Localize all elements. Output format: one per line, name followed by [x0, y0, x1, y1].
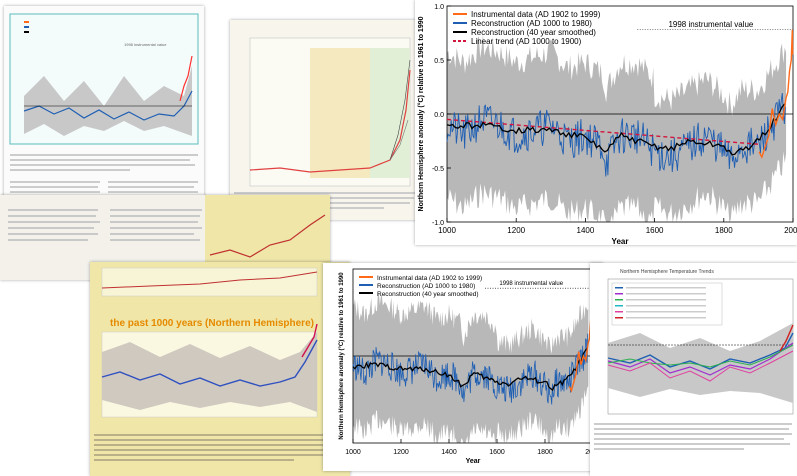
highlight-band — [370, 48, 410, 178]
thumbnail-figure-bottom-right: Northern Hemisphere Temperature Trends — [590, 263, 797, 476]
x-tick-label: 1600 — [646, 226, 664, 235]
x-tick-label: 1800 — [537, 449, 553, 456]
reconstruction-line — [101, 339, 318, 387]
x-tick-label: 2000 — [784, 226, 797, 235]
legend-swatch — [24, 21, 29, 23]
y-tick-label: -0.5 — [432, 166, 444, 173]
uncertainty-band — [608, 323, 793, 403]
trend-line — [249, 69, 411, 173]
legend-box — [611, 282, 723, 326]
text-lines — [8, 209, 202, 241]
x-tick-label: 1600 — [489, 449, 505, 456]
x-tick-label: 1400 — [441, 449, 457, 456]
thumbnail-figure-bottom-left: the past 1000 years (Northern Hemisphere… — [90, 262, 350, 476]
x-axis-label: Year — [612, 237, 629, 245]
x-tick-label: 1200 — [393, 449, 409, 456]
uncertainty-band — [24, 66, 192, 136]
reconstruction-line — [23, 90, 193, 121]
series-line — [607, 344, 794, 368]
y-axis-label: Northern Hemisphere anomaly (°C) relativ… — [417, 16, 425, 211]
y-tick-label: -1.0 — [432, 220, 444, 227]
trend-line — [209, 214, 326, 258]
thumbnail-chart-bottom-right: Northern Hemisphere Temperature Trends — [594, 269, 794, 450]
reconstruction-series — [446, 92, 786, 177]
legend-label: Reconstruction (AD 1000 to 1980) — [377, 283, 475, 290]
thumbnail-annotation: 1998 instrumental value — [124, 42, 167, 47]
main-chart: 1998 instrumental value 1000 1200 1400 1600 1… — [417, 4, 797, 245]
series-line — [607, 342, 794, 376]
x-tick-label: 1000 — [345, 449, 361, 456]
y-axis-label: Northern Hemisphere anomaly (°C) relativ… — [339, 272, 345, 440]
instrumental-line — [179, 55, 193, 102]
projection-line — [389, 119, 409, 161]
second-chart: 1998 instrumental value 1000 1200 1400 1600 1… — [339, 268, 601, 465]
uncertainty-band — [447, 34, 787, 222]
upper-mini-chart — [101, 267, 318, 297]
second-chart-panel: 1998 instrumental value 1000 1200 1400 1600 1… — [323, 263, 603, 471]
main-chart-panel: 1998 instrumental value 1000 1200 1400 1600 1… — [415, 0, 797, 245]
legend-label: Reconstruction (40 year smoothed) — [471, 28, 596, 37]
x-tick-label: 1200 — [507, 226, 525, 235]
instrumental-series — [758, 29, 794, 160]
instrumental-line — [301, 323, 318, 358]
series-line — [607, 350, 794, 382]
thumbnail-figure-top-left: 1998 instrumental value — [4, 6, 204, 206]
series-line — [779, 324, 794, 352]
x-tick-label: 1800 — [715, 226, 733, 235]
uncertainty-band — [102, 332, 317, 412]
series-line — [607, 332, 794, 370]
projection-line — [389, 59, 411, 161]
annotation-1998: 1998 instrumental value — [668, 20, 753, 29]
x-tick-label: 1000 — [438, 226, 456, 235]
highlight-band — [310, 48, 370, 178]
thumbnail-title: Northern Hemisphere Temperature Trends — [620, 269, 714, 275]
y-tick-label: 1.0 — [434, 4, 444, 11]
figure-banner: the past 1000 years (Northern Hemisphere… — [110, 318, 314, 329]
thumbnail-chart-top-left: 1998 instrumental value — [9, 13, 199, 193]
annotation-1998: 1998 instrumental value — [499, 281, 563, 287]
y-tick-label: 0.5 — [434, 58, 444, 65]
linear-trend-series — [446, 118, 759, 145]
legend-label: Reconstruction (AD 1000 to 1980) — [471, 19, 592, 28]
thumbnail-figure-top-center — [230, 20, 420, 220]
thumbnail-caption — [94, 434, 344, 461]
x-tick-label: 1400 — [577, 226, 595, 235]
legend-swatch — [24, 31, 29, 33]
legend-label: Instrumental data (AD 1902 to 1999) — [471, 10, 601, 19]
thumbnail-chart-bottom-left: the past 1000 years (Northern Hemisphere… — [90, 262, 350, 476]
y-tick-label: 0.0 — [434, 112, 444, 119]
thumbnail-caption — [594, 423, 792, 450]
legend-swatch — [24, 26, 29, 28]
legend-label: Linear trend (AD 1000 to 1900) — [471, 37, 582, 46]
thumbnail-caption — [10, 154, 198, 193]
legend-label: Reconstruction (40 year smoothed) — [377, 291, 479, 298]
x-axis-label: Year — [466, 458, 481, 465]
thumbnail-chart-top-center — [234, 37, 416, 209]
smoothed-series — [446, 103, 786, 156]
trend-line — [101, 271, 318, 289]
legend-label: Instrumental data (AD 1902 to 1999) — [377, 275, 482, 282]
smoothed-series — [352, 347, 588, 392]
uncertainty-band — [353, 292, 589, 443]
